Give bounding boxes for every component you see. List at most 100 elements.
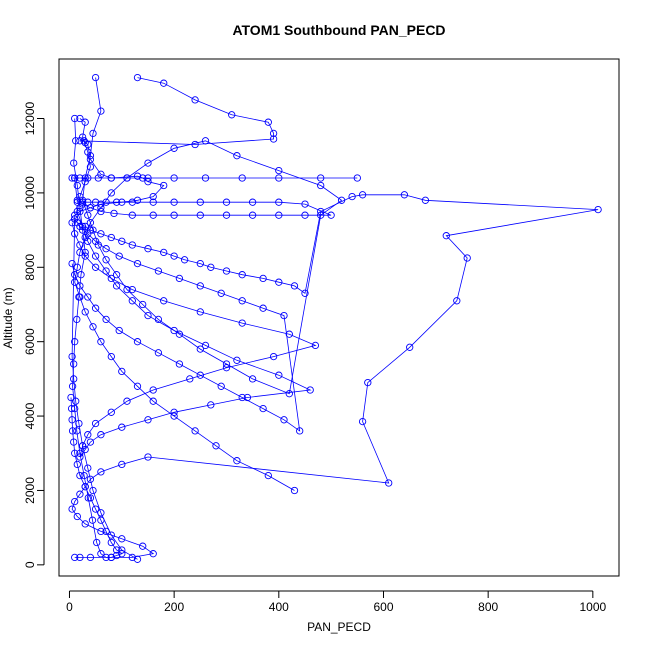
data-point — [385, 479, 393, 487]
data-point — [97, 527, 105, 536]
data-point — [358, 191, 367, 199]
data-point — [76, 174, 84, 182]
data-point — [301, 200, 309, 208]
series-5 — [68, 174, 361, 219]
data-point — [76, 471, 84, 480]
data-point — [238, 297, 246, 305]
data-point — [238, 319, 246, 327]
data-point — [80, 471, 88, 480]
data-point — [84, 494, 92, 502]
data-point — [67, 404, 76, 413]
data-point — [264, 118, 272, 126]
data-point — [149, 397, 157, 405]
data-point — [149, 550, 157, 558]
data-point — [222, 267, 231, 275]
data-point — [76, 282, 84, 290]
data-point — [118, 535, 126, 543]
data-point — [128, 553, 136, 562]
data-point — [71, 271, 79, 279]
data-point — [86, 494, 95, 502]
data-point — [275, 166, 283, 175]
data-point — [86, 226, 95, 234]
data-point — [89, 226, 97, 234]
data-point — [97, 204, 105, 212]
x-tick-label: 0 — [66, 600, 73, 614]
data-point — [107, 352, 115, 361]
data-point — [68, 219, 76, 227]
data-point — [71, 553, 79, 562]
data-point — [107, 531, 115, 539]
chart-title: ATOM1 Southbound PAN_PECD — [232, 22, 445, 38]
data-point — [311, 341, 320, 350]
data-point — [170, 144, 178, 152]
data-point — [259, 274, 267, 283]
data-point — [102, 198, 110, 206]
data-point — [191, 96, 199, 104]
data-point — [89, 486, 97, 495]
x-axis: 0 200 400 600 800 1000 — [66, 590, 607, 614]
data-point — [81, 248, 89, 257]
data-point — [102, 553, 110, 562]
data-point — [71, 174, 79, 182]
data-point — [94, 174, 102, 182]
data-point — [222, 211, 231, 219]
data-point — [196, 211, 204, 219]
data-point — [144, 178, 152, 186]
data-point — [275, 174, 283, 182]
data-point — [86, 553, 95, 562]
data-point — [222, 364, 231, 372]
data-point — [280, 311, 288, 320]
data-point — [86, 475, 95, 483]
data-point — [133, 196, 142, 204]
x-tick-label: 1000 — [579, 600, 606, 614]
data-point — [73, 196, 81, 204]
data-point — [170, 174, 178, 182]
data-point — [594, 205, 602, 214]
data-point — [285, 390, 293, 398]
data-point — [78, 133, 87, 141]
data-point — [212, 442, 220, 450]
data-point — [139, 300, 147, 309]
data-point — [133, 259, 142, 268]
data-point — [112, 198, 121, 206]
data-point — [112, 282, 121, 290]
data-point — [280, 416, 288, 424]
data-point — [91, 198, 100, 206]
data-point — [222, 360, 231, 368]
data-point — [248, 211, 257, 219]
data-point — [78, 198, 87, 206]
data-point — [248, 375, 257, 383]
data-point — [259, 404, 267, 413]
data-point — [133, 338, 142, 346]
data-point — [144, 245, 152, 253]
data-point — [78, 200, 87, 208]
data-point — [75, 419, 83, 428]
data-point — [123, 397, 131, 405]
data-point — [73, 512, 81, 521]
data-point — [133, 172, 142, 180]
data-point — [217, 289, 225, 297]
data-point — [118, 367, 126, 376]
data-point — [78, 442, 87, 450]
data-point — [71, 215, 79, 223]
data-point — [337, 196, 346, 204]
data-point — [76, 137, 84, 145]
data-point — [97, 431, 105, 439]
data-point — [73, 181, 81, 190]
data-point — [248, 198, 257, 206]
data-point — [175, 274, 184, 283]
data-point — [207, 263, 215, 271]
y-tick-label: 6000 — [23, 328, 37, 355]
data-point — [86, 163, 95, 171]
data-point — [442, 232, 450, 240]
data-point — [196, 198, 204, 206]
data-point — [73, 198, 81, 206]
data-point — [139, 542, 147, 550]
data-point — [112, 551, 121, 560]
data-point — [107, 174, 115, 182]
data-point — [97, 207, 105, 216]
data-point — [71, 449, 79, 457]
data-point — [84, 198, 92, 206]
data-point — [97, 550, 105, 558]
series-line — [70, 118, 123, 558]
